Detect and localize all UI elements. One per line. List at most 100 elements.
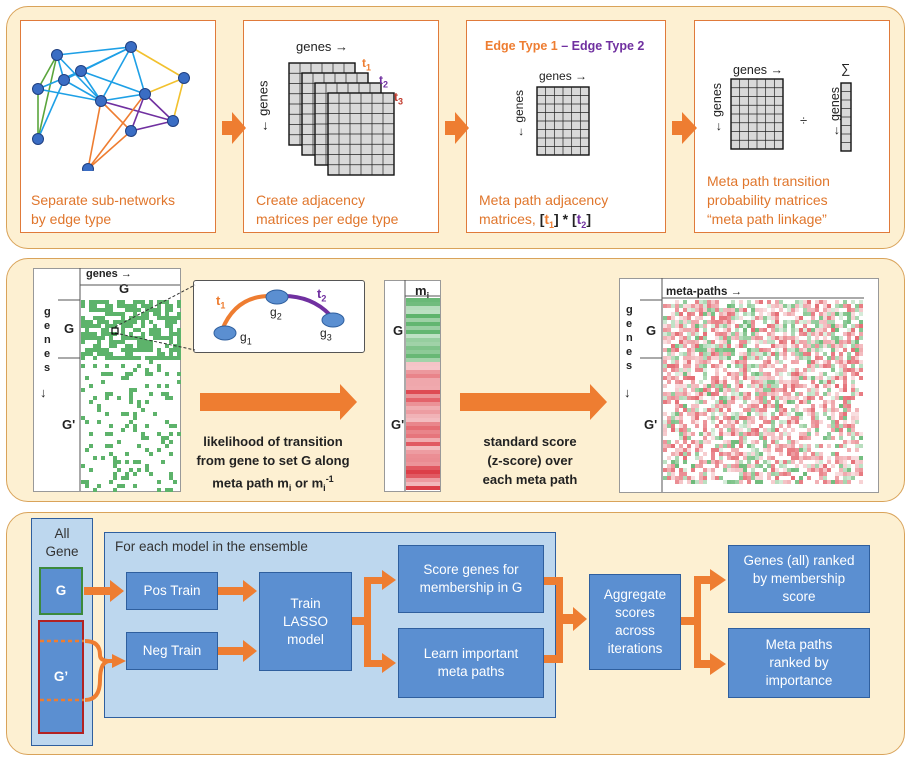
box4-sum-sign: ∑ (841, 61, 851, 76)
box2-t3-label: t3 (394, 90, 403, 106)
score-genes-line2: membership in G (419, 580, 523, 595)
transition-grid (730, 78, 784, 150)
box3-star: * (558, 211, 572, 227)
ensemble-title: For each model in the ensemble (115, 539, 308, 554)
mi-row-Gp: G' (391, 417, 405, 432)
inset-g3-sub: 3 (326, 332, 332, 343)
inset-t1-letter: t (216, 293, 221, 308)
caption-mpath: meta path m (212, 475, 289, 491)
box3-caption: Meta path adjacency matrices, [t1] * [t2… (479, 191, 608, 235)
g-set-box: G (39, 567, 83, 615)
box3-caption-line1: Meta path adjacency (479, 192, 609, 208)
caption-likelihood-line3: meta path mi or mi-1 (183, 470, 363, 498)
transition-matrix (730, 78, 852, 152)
matrix-layer-4 (327, 92, 395, 176)
mi-header-letter: m (415, 283, 427, 298)
box-mi-column: mi G G' (384, 280, 441, 492)
left-genes-top: genes → (86, 268, 132, 280)
edge-type-sep: – (557, 39, 572, 53)
box3-genes-top-label: genes → (539, 69, 588, 83)
box1-caption: Separate sub-networks by edge type (31, 191, 175, 229)
inset-g3-letter: g (320, 326, 327, 340)
inset-g1-letter: g (240, 330, 247, 344)
box4-caption-line2: probability matrices (707, 192, 828, 208)
box4-caption: Meta path transition probability matrice… (707, 172, 830, 229)
train-lasso-line1: Train (290, 595, 321, 611)
box4-genes-top-label: genes → (733, 63, 784, 77)
t2-letter: t (379, 73, 383, 87)
box3-t1-sub: 1 (549, 219, 555, 230)
train-lasso-box: Train LASSO model (259, 572, 352, 671)
box1-caption-line1: Separate sub-networks (31, 192, 175, 208)
left-row-G: G (64, 321, 75, 336)
box4-caption-line1: Meta path transition (707, 173, 830, 189)
left-col-G: G (119, 281, 130, 296)
caption-or-m-sub: i (323, 482, 326, 493)
box4-division-sign: ÷ (800, 113, 808, 128)
box1-caption-line2: by edge type (31, 211, 112, 227)
ranked-genes-box: Genes (all) ranked by membership score (728, 545, 870, 613)
box-meta-path-zscores: meta-paths → g e n e s ↓ G G' (619, 278, 879, 493)
box3-t2-sub: 2 (581, 219, 587, 230)
right-header: meta-paths → (666, 286, 743, 298)
caption-or-m-sup: -1 (325, 474, 334, 484)
ranked-paths-line3: importance (765, 673, 833, 688)
sum-column (840, 82, 852, 152)
pos-train-box: Pos Train (126, 572, 218, 610)
box2-caption: Create adjacency matrices per edge type (256, 191, 398, 229)
learn-paths-line1: Learn important (423, 646, 519, 661)
caption-zscore: standard score (z-score) over each meta … (460, 432, 600, 489)
box3-header: Edge Type 1 – Edge Type 2 (485, 39, 644, 53)
inset-t2-sub: 2 (321, 293, 327, 304)
gp-set-box: G’ (38, 620, 84, 734)
edge-type-1-label: Edge Type 1 (485, 39, 558, 53)
ranked-genes-line2: by membership (752, 571, 846, 586)
learn-paths-box: Learn important meta paths (398, 628, 544, 698)
ranked-genes-line1: Genes (all) ranked (743, 553, 855, 568)
box3-t2: t (576, 211, 582, 227)
aggregate-line3: across (615, 623, 655, 638)
box2-caption-line2: matrices per edge type (256, 211, 399, 227)
inset-g3: g3 (320, 326, 332, 342)
gp-set-label: G’ (53, 669, 69, 684)
right-row-Gp: G' (644, 417, 658, 432)
train-lasso-line2: LASSO (282, 613, 329, 629)
box-transition-probability: genes → ← genes ÷ ← genes ∑ Meta path tr… (694, 20, 890, 233)
inset-t1-sub: 1 (220, 300, 226, 311)
meta-grid (536, 86, 590, 156)
ranked-paths-line1: Meta paths (765, 637, 833, 652)
inset-g1: g1 (240, 330, 252, 346)
neg-train-box: Neg Train (126, 632, 218, 670)
caption-zscore-line3: each meta path (482, 472, 578, 487)
inset-g1-sub: 1 (246, 336, 252, 347)
aggregate-line1: Aggregate (603, 587, 667, 602)
box2-genes-top-label: genes → (296, 39, 349, 54)
t3-sub: 3 (398, 96, 404, 107)
mi-header: mi (415, 283, 429, 301)
g-set-label: G (55, 583, 67, 598)
box-adjacency-matrices: genes → ← genes t1 t2 t3 Create adjacenc… (243, 20, 439, 233)
edge-type-2-label: Edge Type 2 (571, 39, 645, 53)
ranked-paths-box: Meta paths ranked by importance (728, 628, 870, 698)
score-genes-line1: Score genes for (423, 562, 519, 577)
caption-or-m: or m (291, 475, 324, 491)
box2-t1-label: t1 (362, 56, 371, 72)
inset-g2-sub: 2 (276, 311, 282, 322)
caption-likelihood: likelihood of transition from gene to se… (183, 432, 363, 498)
inset-g2: g2 (270, 305, 282, 321)
right-side-genes: g e n e s (626, 304, 633, 372)
box2-t2-label: t2 (379, 73, 388, 89)
caption-likelihood-line1: likelihood of transition (203, 434, 343, 449)
t1-sub: 1 (366, 62, 372, 73)
box-gene-adjacency: genes → G g e n e s ↓ G G' (33, 268, 181, 492)
t3-letter: t (394, 90, 398, 104)
left-row-Gp: G' (62, 417, 76, 432)
train-lasso-line3: model (287, 631, 324, 647)
all-gene-line2: Gene (45, 544, 79, 559)
aggregate-line2: scores (615, 605, 655, 620)
box-sub-networks: Separate sub-networks by edge type (20, 20, 216, 233)
aggregate-line4: iterations (607, 641, 663, 656)
right-side-arrow: ↓ (624, 385, 631, 400)
right-row-G: G (646, 323, 657, 338)
t1-letter: t (362, 56, 366, 70)
